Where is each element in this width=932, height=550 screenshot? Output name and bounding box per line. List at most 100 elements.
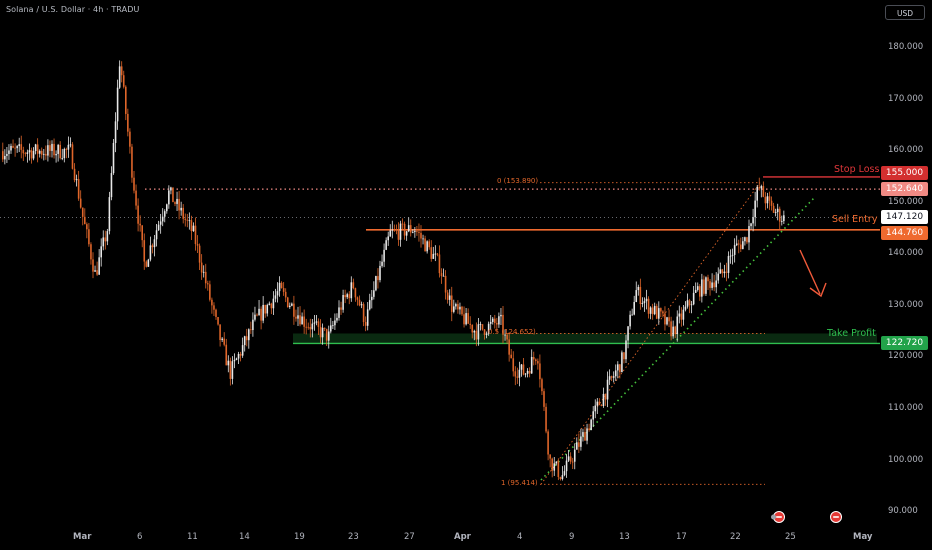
candle-body xyxy=(539,363,541,380)
candle-body xyxy=(49,145,51,151)
candle-body xyxy=(122,75,125,87)
candle-body xyxy=(557,461,560,478)
candle-body xyxy=(36,144,39,154)
price-tick-label: 90.000 xyxy=(888,506,918,517)
candle-body xyxy=(776,208,779,213)
candle-body xyxy=(715,280,717,288)
candle-body xyxy=(260,308,262,321)
projection-arrowhead xyxy=(809,282,827,298)
candle-body xyxy=(709,281,711,288)
candle-body xyxy=(321,327,324,338)
candle-body xyxy=(375,276,377,291)
candle-body xyxy=(707,277,709,282)
event-flag-icon[interactable] xyxy=(771,510,785,524)
candle-body xyxy=(555,461,558,464)
price-tick-label: 180.000 xyxy=(888,42,924,52)
candle-body xyxy=(467,313,469,324)
candle-body xyxy=(639,286,642,304)
candle-body xyxy=(473,330,476,333)
candle-body xyxy=(354,288,357,298)
candle-body xyxy=(475,330,478,340)
candle-body xyxy=(584,432,586,441)
candle-body xyxy=(399,223,402,240)
candle-body xyxy=(120,66,123,76)
candle-body xyxy=(713,282,715,288)
candle-body xyxy=(541,379,543,392)
time-tick-label: May xyxy=(853,532,873,542)
candle-body xyxy=(163,211,166,217)
time-tick-label: 6 xyxy=(137,532,143,542)
symbol-title: Solana / U.S. Dollar · 4h · TRADU xyxy=(6,5,140,14)
candle-body xyxy=(112,142,115,174)
candle-body xyxy=(672,326,674,337)
candle-body xyxy=(268,303,271,305)
candle-body xyxy=(401,223,404,225)
candle-body xyxy=(319,326,322,338)
time-tick-label: 27 xyxy=(404,532,415,542)
candle-body xyxy=(754,200,756,218)
candle-body xyxy=(327,331,330,341)
candle-body xyxy=(262,304,264,321)
candle-body xyxy=(645,298,648,302)
candle-body xyxy=(129,131,131,147)
candle-body xyxy=(748,226,750,243)
candle-body xyxy=(143,240,146,262)
currency-button[interactable]: USD xyxy=(885,5,925,20)
candle-body xyxy=(65,148,68,150)
candle-body xyxy=(276,291,279,296)
candle-body xyxy=(485,333,488,335)
candle-body xyxy=(621,352,623,373)
candle-body xyxy=(96,270,98,275)
candle-body xyxy=(762,186,765,197)
candle-body xyxy=(79,198,82,208)
event-flag-icon[interactable] xyxy=(829,510,843,524)
candle-body xyxy=(563,471,566,476)
candle-body xyxy=(559,477,562,480)
candle-body xyxy=(190,220,193,232)
candle-body xyxy=(455,304,457,307)
candle-body xyxy=(125,86,127,114)
take-profit-price-tag: 122.720 xyxy=(881,336,928,350)
candle-body xyxy=(686,300,689,307)
candle-body xyxy=(582,432,584,437)
price-tick-label: 120.000 xyxy=(888,351,924,362)
time-tick-label: 11 xyxy=(187,532,198,542)
candle-body xyxy=(740,244,742,250)
resistance-price-tag: 152.640 xyxy=(881,182,928,196)
candle-body xyxy=(202,271,205,273)
candle-body xyxy=(14,147,16,149)
candle-body xyxy=(194,225,197,245)
candle-body xyxy=(53,143,55,156)
candle-body xyxy=(772,205,775,213)
time-tick-label: 13 xyxy=(619,532,630,542)
candle-body xyxy=(426,241,428,252)
candle-body xyxy=(594,405,597,412)
candle-body xyxy=(651,307,654,315)
candle-body xyxy=(576,442,578,450)
candle-body xyxy=(18,144,20,147)
candle-body xyxy=(524,373,527,375)
candle-body xyxy=(51,143,53,151)
candle-body xyxy=(215,309,217,317)
fib-level-1-label: 1 (95.414) xyxy=(501,479,538,487)
candle-body xyxy=(237,353,240,359)
candle-body xyxy=(63,148,66,159)
candle-body xyxy=(311,323,314,330)
candle-body xyxy=(551,458,553,471)
candle-body xyxy=(151,245,154,248)
candle-body xyxy=(379,265,381,281)
candle-body xyxy=(307,326,310,328)
candle-body xyxy=(282,288,285,292)
candle-body xyxy=(459,306,461,310)
candle-body xyxy=(155,230,158,240)
candle-body xyxy=(342,295,344,310)
candle-body xyxy=(721,269,724,274)
candle-body xyxy=(684,306,687,310)
candle-body xyxy=(465,313,467,325)
price-tick-label: 130.000 xyxy=(888,299,924,310)
candle-body xyxy=(614,370,617,377)
candle-body xyxy=(362,304,365,323)
candle-body xyxy=(172,187,174,203)
